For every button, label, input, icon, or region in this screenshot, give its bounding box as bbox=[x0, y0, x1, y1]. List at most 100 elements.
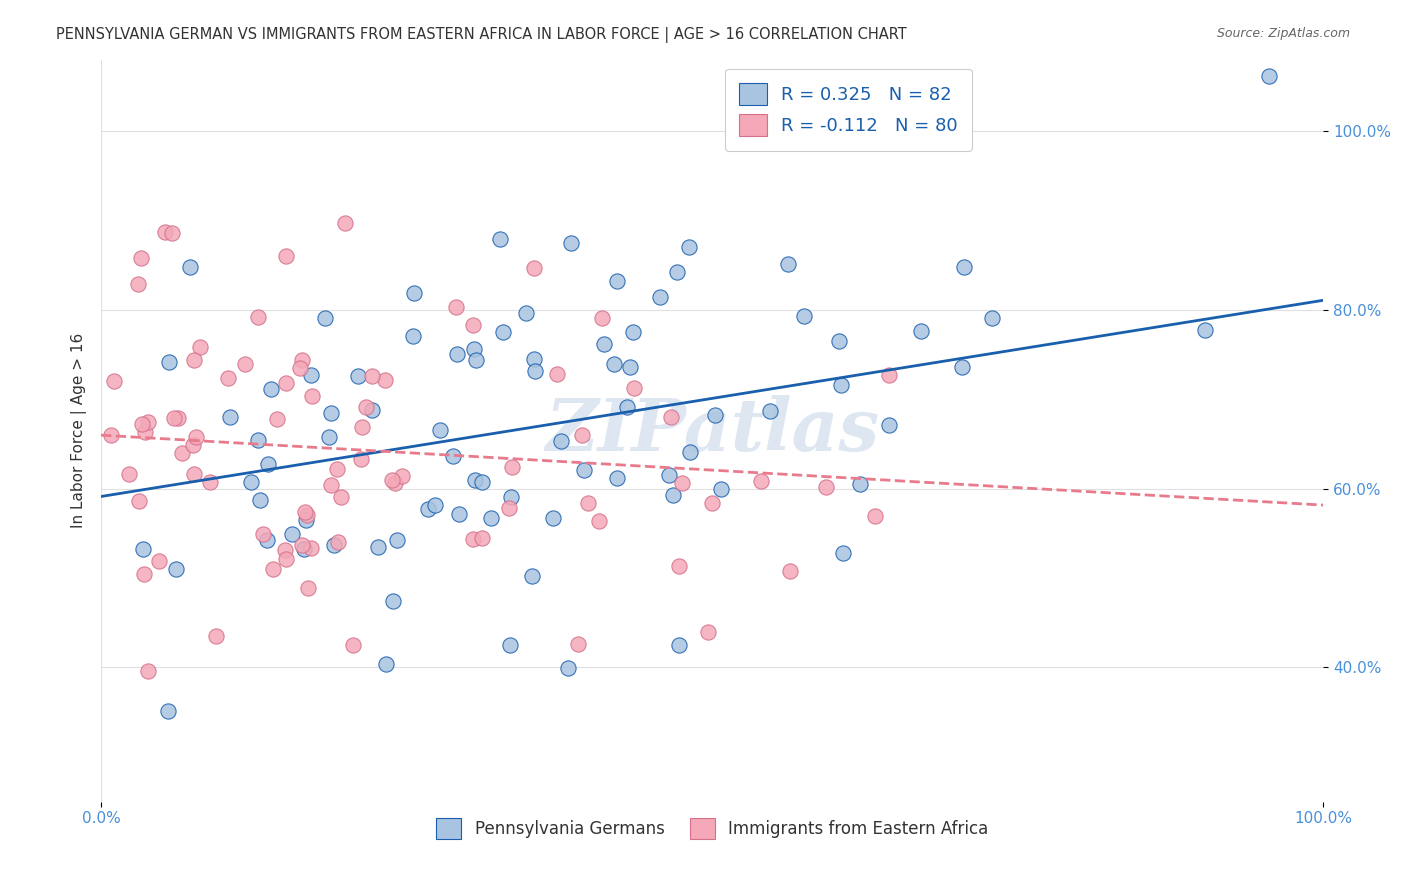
Point bbox=[183, 467, 205, 481]
Point bbox=[541, 511, 564, 525]
Point bbox=[200, 475, 222, 490]
Point bbox=[381, 473, 404, 487]
Point bbox=[1257, 69, 1279, 83]
Point bbox=[515, 306, 537, 320]
Point bbox=[354, 401, 377, 415]
Point bbox=[367, 541, 389, 555]
Point bbox=[572, 463, 595, 477]
Point bbox=[165, 562, 187, 576]
Point bbox=[281, 527, 304, 541]
Point bbox=[606, 471, 628, 485]
Point bbox=[249, 493, 271, 508]
Point bbox=[591, 310, 613, 325]
Point bbox=[132, 567, 155, 582]
Point bbox=[157, 355, 180, 369]
Point bbox=[471, 531, 494, 545]
Point bbox=[288, 361, 311, 376]
Point bbox=[163, 411, 186, 425]
Point bbox=[666, 264, 689, 278]
Point bbox=[252, 526, 274, 541]
Point bbox=[658, 467, 681, 482]
Point bbox=[446, 347, 468, 361]
Point bbox=[423, 498, 446, 512]
Point bbox=[776, 256, 799, 270]
Point bbox=[759, 404, 782, 418]
Point bbox=[347, 369, 370, 384]
Point bbox=[325, 461, 347, 475]
Point bbox=[479, 511, 502, 525]
Point bbox=[710, 482, 733, 496]
Point bbox=[463, 343, 485, 357]
Point bbox=[446, 300, 468, 314]
Point bbox=[274, 552, 297, 566]
Point bbox=[217, 371, 239, 385]
Point bbox=[492, 325, 515, 339]
Point bbox=[318, 430, 340, 444]
Point bbox=[276, 249, 298, 263]
Point bbox=[183, 353, 205, 368]
Point bbox=[648, 290, 671, 304]
Point bbox=[131, 417, 153, 432]
Text: Source: ZipAtlas.com: Source: ZipAtlas.com bbox=[1216, 27, 1350, 40]
Point bbox=[256, 533, 278, 548]
Point bbox=[668, 558, 690, 573]
Point bbox=[703, 409, 725, 423]
Point bbox=[330, 490, 353, 504]
Point bbox=[593, 337, 616, 351]
Point bbox=[659, 410, 682, 425]
Point bbox=[172, 446, 194, 460]
Point bbox=[323, 538, 346, 552]
Point bbox=[461, 532, 484, 546]
Point bbox=[319, 406, 342, 420]
Legend: Pennsylvania Germans, Immigrants from Eastern Africa: Pennsylvania Germans, Immigrants from Ea… bbox=[430, 812, 995, 846]
Point bbox=[360, 369, 382, 384]
Point bbox=[299, 368, 322, 383]
Point bbox=[291, 353, 314, 368]
Point bbox=[619, 360, 641, 375]
Point bbox=[616, 400, 638, 414]
Point bbox=[257, 457, 280, 471]
Point bbox=[402, 328, 425, 343]
Point bbox=[259, 382, 281, 396]
Point bbox=[384, 475, 406, 490]
Point bbox=[205, 629, 228, 643]
Point bbox=[815, 480, 838, 494]
Point bbox=[274, 376, 297, 391]
Point bbox=[299, 541, 322, 555]
Point bbox=[374, 373, 396, 387]
Point bbox=[441, 449, 464, 463]
Point bbox=[465, 352, 488, 367]
Point bbox=[679, 445, 702, 459]
Point bbox=[523, 352, 546, 367]
Point bbox=[118, 467, 141, 481]
Point bbox=[522, 261, 544, 276]
Point bbox=[402, 285, 425, 300]
Point bbox=[183, 437, 205, 451]
Point bbox=[830, 377, 852, 392]
Point bbox=[849, 477, 872, 491]
Point bbox=[602, 357, 624, 371]
Point bbox=[295, 513, 318, 527]
Point bbox=[167, 410, 190, 425]
Point bbox=[240, 475, 263, 489]
Point bbox=[297, 581, 319, 595]
Point bbox=[131, 542, 153, 557]
Point bbox=[910, 325, 932, 339]
Point bbox=[550, 434, 572, 448]
Point bbox=[560, 236, 582, 251]
Point bbox=[501, 459, 523, 474]
Point bbox=[262, 562, 284, 576]
Point bbox=[576, 496, 599, 510]
Point bbox=[429, 423, 451, 437]
Point bbox=[350, 452, 373, 467]
Point bbox=[865, 509, 887, 524]
Point bbox=[828, 334, 851, 348]
Point bbox=[498, 500, 520, 515]
Point bbox=[471, 475, 494, 490]
Point bbox=[319, 477, 342, 491]
Point bbox=[461, 318, 484, 332]
Point bbox=[499, 490, 522, 504]
Point bbox=[136, 664, 159, 678]
Y-axis label: In Labor Force | Age > 16: In Labor Force | Age > 16 bbox=[72, 333, 87, 528]
Point bbox=[749, 474, 772, 488]
